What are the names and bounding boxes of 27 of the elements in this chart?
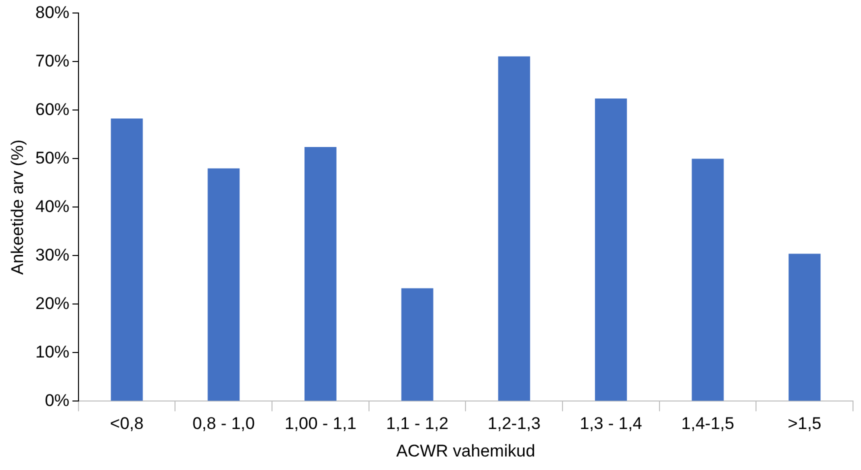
bar xyxy=(110,118,143,401)
y-tick-label: 10% xyxy=(35,342,70,362)
x-axis-title: ACWR vahemikud xyxy=(396,441,536,460)
y-axis-title: Ankeetide arv (%) xyxy=(8,140,27,275)
x-tick-label: 1,2-1,3 xyxy=(488,414,541,434)
bar xyxy=(401,288,434,401)
x-tick-label: 1,4-1,5 xyxy=(681,414,734,434)
y-tick-label: 70% xyxy=(35,51,70,70)
bar xyxy=(692,158,724,401)
bar xyxy=(788,254,821,401)
x-tick-label: >1,5 xyxy=(788,414,822,434)
bar xyxy=(304,147,336,401)
y-tick-label: 50% xyxy=(35,148,70,168)
bar xyxy=(208,168,240,401)
y-tick-label: 0% xyxy=(44,390,70,410)
x-tick-label: 1,3 - 1,4 xyxy=(580,414,642,434)
x-tick-label: 0,8 - 1,0 xyxy=(192,414,255,434)
y-tick-label: 60% xyxy=(35,100,70,119)
bar xyxy=(498,56,530,401)
x-tick-label: <0,8 xyxy=(110,414,144,434)
y-tick-label: 80% xyxy=(35,2,70,22)
y-tick-label: 30% xyxy=(35,245,70,264)
y-tick-label: 20% xyxy=(35,294,70,313)
x-tick-label: 1,00 - 1,1 xyxy=(284,414,356,434)
y-tick-label: 40% xyxy=(35,196,70,216)
bar xyxy=(594,98,627,401)
x-tick-label: 1,1 - 1,2 xyxy=(386,414,448,434)
